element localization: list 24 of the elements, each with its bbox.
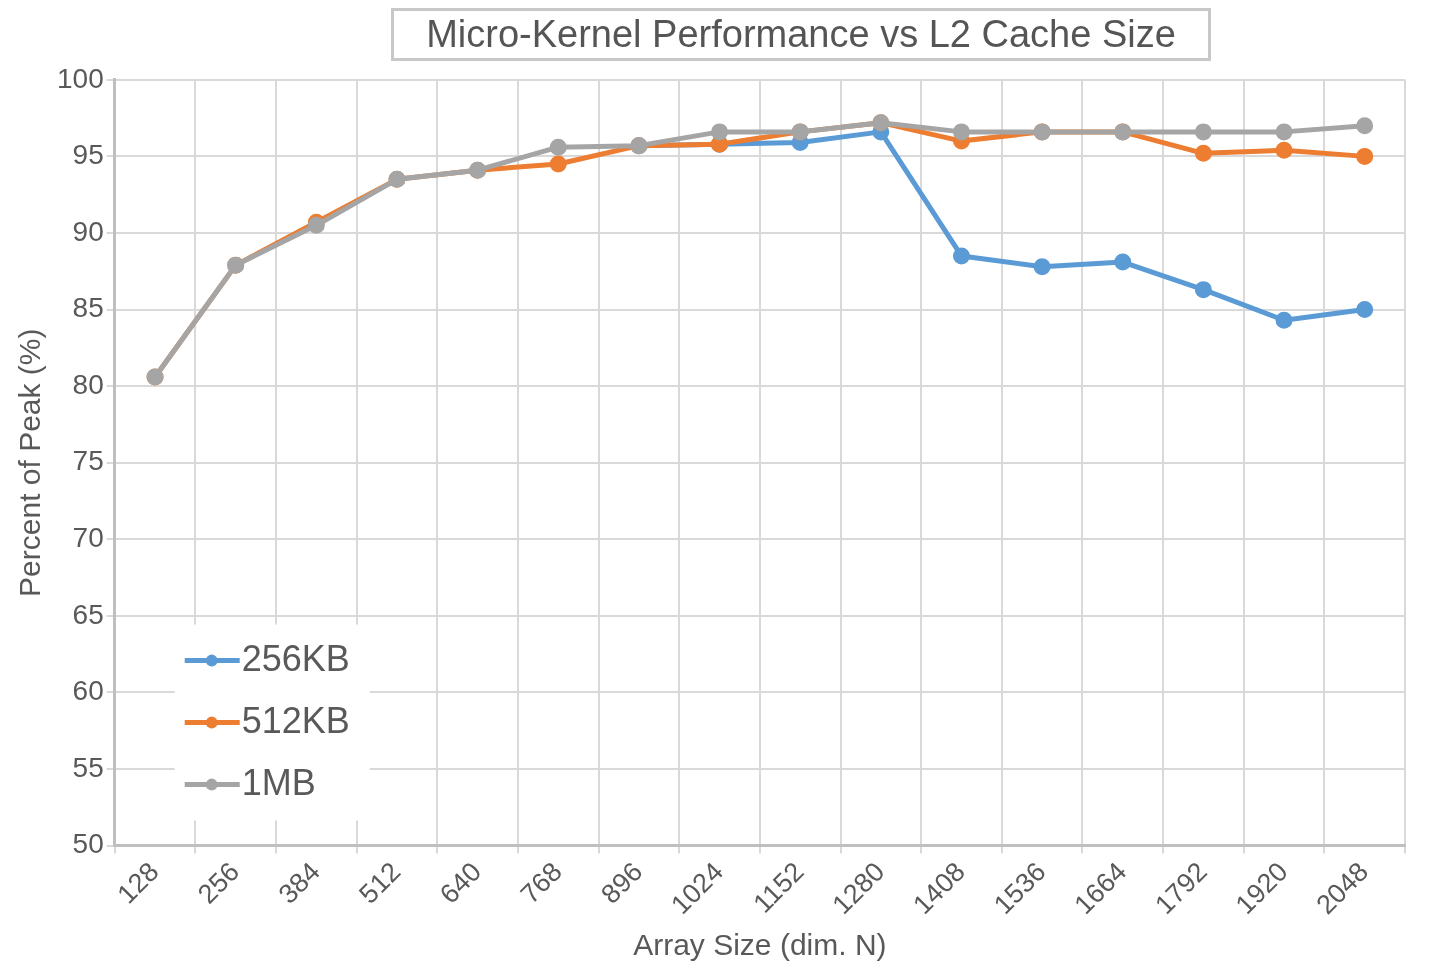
y-tick-label: 60	[72, 675, 104, 707]
y-tick-label: 80	[72, 368, 104, 400]
y-tick-label: 85	[72, 292, 104, 324]
y-tick-label: 75	[72, 445, 104, 477]
x-tick-label: 896	[595, 856, 649, 910]
y-tick-label: 55	[72, 751, 104, 783]
y-tick-label: 50	[72, 828, 104, 860]
legend-label: 256KB	[241, 637, 350, 679]
y-tick-label: 100	[57, 62, 104, 94]
legend-label: 512KB	[241, 699, 350, 741]
x-tick-label: 256	[192, 856, 246, 910]
x-tick-label: 640	[434, 856, 488, 910]
y-axis-title: Percent of Peak (%)	[13, 328, 47, 597]
y-tick-label: 95	[72, 139, 104, 171]
y-tick-label: 70	[72, 522, 104, 554]
chart-title: Micro-Kernel Performance vs L2 Cache Size	[391, 8, 1211, 61]
x-tick-label: 768	[514, 856, 568, 910]
x-tick-label: 384	[272, 856, 326, 910]
x-axis-title: Array Size (dim. N)	[633, 928, 887, 962]
x-tick-label: 512	[353, 856, 407, 910]
legend-label: 1MB	[241, 761, 316, 803]
x-tick-label: 128	[111, 856, 165, 910]
y-tick-label: 90	[72, 215, 104, 247]
y-tick-label: 65	[72, 598, 104, 630]
